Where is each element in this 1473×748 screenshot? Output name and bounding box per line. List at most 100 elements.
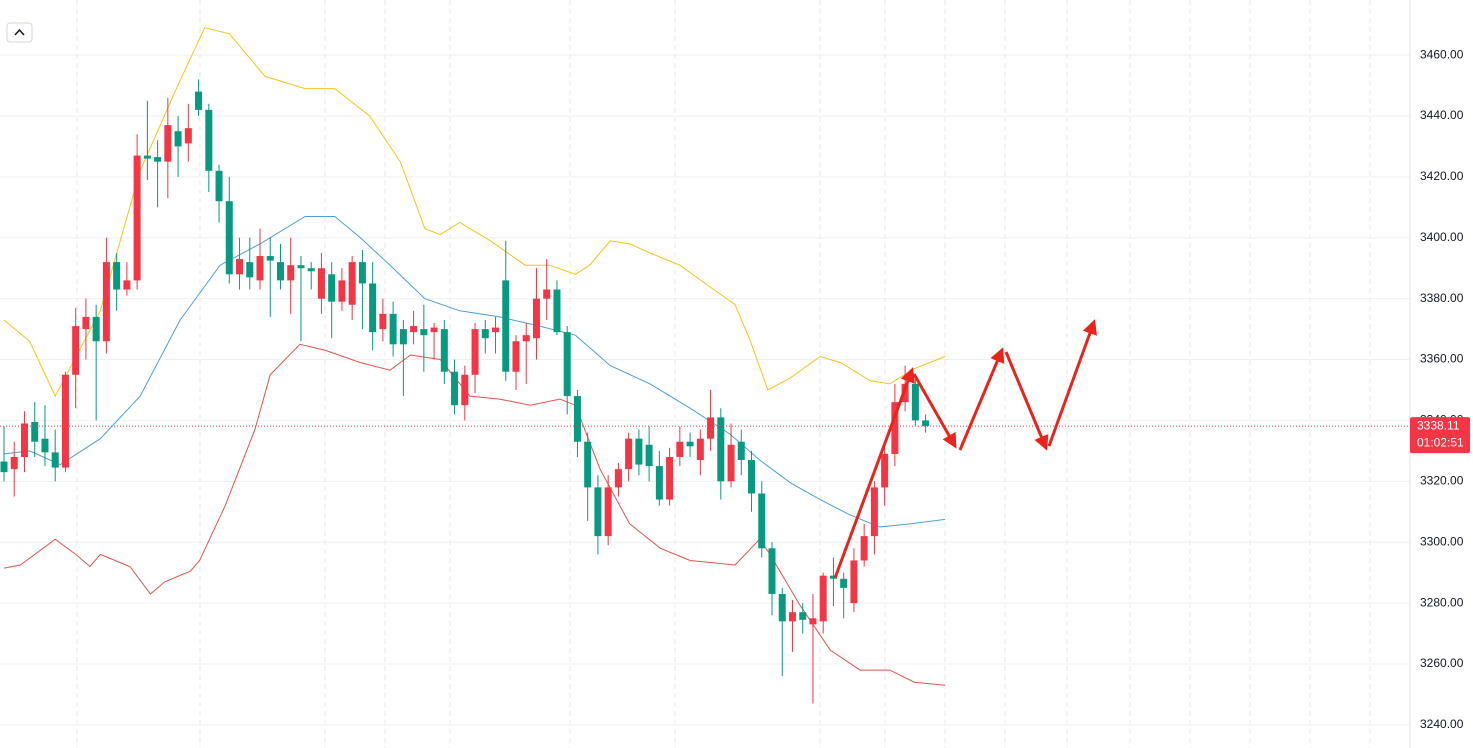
candle-body	[174, 131, 182, 147]
candle-body	[225, 201, 233, 275]
candle-body	[768, 548, 776, 594]
candle-body	[61, 374, 69, 468]
candle-body	[850, 560, 858, 604]
candle-body	[72, 326, 80, 375]
candle-body	[553, 289, 561, 333]
candle-body	[92, 316, 100, 342]
candle-body	[584, 441, 592, 488]
candle-body	[451, 371, 459, 406]
collapse-icon	[14, 28, 25, 36]
price-label: 3338.11	[1417, 418, 1460, 432]
candle-body	[655, 466, 663, 500]
candle-body	[215, 170, 223, 202]
candle-body	[195, 91, 203, 110]
candle-body	[492, 327, 500, 333]
candle-body	[922, 420, 930, 427]
candle-body	[891, 402, 899, 454]
price-label-box	[1410, 417, 1470, 454]
candle-body	[297, 265, 305, 269]
candle-body	[51, 452, 59, 468]
candle-body	[707, 417, 715, 439]
candle-body	[573, 396, 581, 442]
y-tick-label: 3420.00	[1420, 169, 1464, 183]
arrow	[958, 347, 1005, 451]
candle-body	[143, 155, 151, 159]
candle-body	[778, 593, 786, 622]
candle-body	[164, 125, 172, 162]
y-tick-label: 3460.00	[1420, 47, 1464, 61]
candle-body	[358, 262, 366, 284]
y-tick-label: 3400.00	[1420, 230, 1464, 244]
candle-body	[440, 329, 448, 372]
candle-body	[369, 283, 377, 333]
candle-body	[276, 262, 284, 281]
candle-body	[82, 316, 90, 330]
candle-body	[829, 575, 837, 579]
candle-body	[102, 262, 110, 342]
candle-body	[911, 383, 919, 421]
candle-body	[266, 256, 274, 261]
candle-body	[113, 262, 121, 290]
candle-body	[154, 157, 162, 162]
candle-body	[870, 487, 878, 537]
candles	[0, 79, 930, 704]
y-tick-label: 3280.00	[1420, 595, 1464, 609]
last-price: 3338.11 01:02:51	[0, 417, 1470, 454]
candle-body	[328, 274, 336, 302]
candle-body	[758, 493, 766, 549]
candle-body	[737, 441, 745, 461]
candle-body	[543, 289, 551, 299]
candle-body	[901, 383, 909, 403]
candle-body	[379, 313, 387, 330]
candle-body	[604, 487, 612, 537]
candle-body	[31, 421, 39, 442]
arrow	[1004, 351, 1049, 451]
candle-body	[563, 332, 571, 397]
candle-body	[307, 268, 315, 272]
candle-body	[399, 329, 407, 345]
y-tick-label: 3260.00	[1420, 656, 1464, 670]
y-tick-label: 3240.00	[1420, 717, 1464, 731]
bollinger-bands	[3, 27, 946, 686]
candle-body	[41, 438, 49, 453]
candle-body	[133, 155, 141, 281]
candle-body	[522, 335, 530, 342]
band-line	[3, 343, 946, 686]
candle-body	[184, 128, 192, 144]
candle-body	[645, 444, 653, 467]
candle-body	[748, 460, 756, 494]
candle-body	[840, 578, 848, 588]
band-line	[3, 216, 946, 528]
arrow	[912, 373, 957, 449]
candle-body	[727, 444, 735, 482]
candle-body	[287, 265, 295, 281]
candle-body	[20, 423, 28, 457]
candle-body	[502, 280, 510, 372]
collapse-button[interactable]	[6, 22, 33, 43]
band-line	[3, 27, 946, 398]
candle-body	[686, 441, 694, 447]
candle-body	[614, 469, 622, 488]
candle-body	[860, 536, 868, 561]
candle-body	[594, 487, 602, 537]
candle-body	[635, 438, 643, 465]
candle-body	[666, 456, 674, 500]
candle-body	[0, 461, 8, 473]
countdown: 01:02:51	[1417, 435, 1464, 449]
candle-body	[696, 438, 704, 461]
y-tick-label: 3360.00	[1420, 352, 1464, 366]
candle-body	[512, 341, 520, 372]
candle-body	[256, 256, 264, 281]
arrow	[833, 367, 915, 579]
candle-body	[532, 298, 540, 339]
candle-body	[420, 329, 428, 336]
y-tick-label: 3320.00	[1420, 473, 1464, 487]
forecast-arrows	[833, 319, 1097, 579]
candle-body	[471, 329, 479, 375]
candle-body	[430, 327, 438, 333]
candle-body	[799, 612, 807, 620]
candle-body	[809, 618, 817, 625]
candle-body	[338, 280, 346, 302]
candle-body	[676, 441, 684, 457]
